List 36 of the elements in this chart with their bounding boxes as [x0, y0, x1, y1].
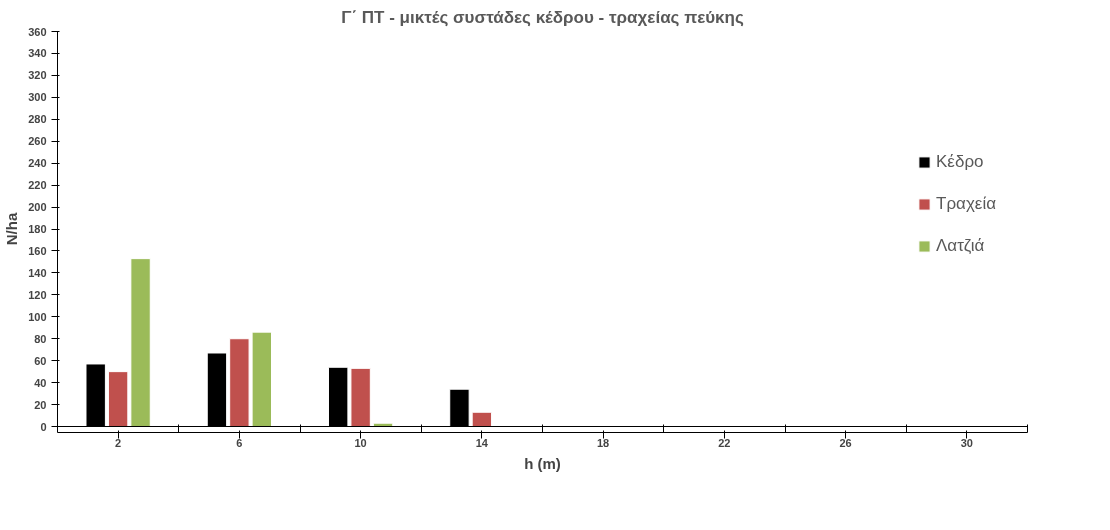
y-axis-title: N/ha	[3, 212, 21, 246]
bar	[130, 258, 151, 427]
bar	[471, 411, 493, 427]
y-tick-label: 80	[34, 332, 47, 345]
x-tick-label: 18	[597, 436, 610, 449]
y-tick-label: 240	[28, 157, 47, 170]
y-tick-label: 360	[28, 25, 47, 38]
x-tick-label: 14	[475, 436, 489, 449]
x-axis-title: h (m)	[524, 454, 561, 472]
legend-label: Λατζιά	[936, 236, 985, 256]
y-tick-label: 280	[28, 113, 47, 126]
y-tick-label: 20	[34, 398, 47, 411]
legend-label: Τραχεία	[936, 194, 996, 214]
y-tick-label: 120	[28, 288, 47, 301]
y-tick-label: 40	[34, 376, 47, 389]
x-tick-label: 2	[115, 436, 122, 449]
x-tick-label: 26	[839, 436, 852, 449]
x-tick-label: 10	[354, 436, 367, 449]
y-tick-label: 300	[28, 91, 47, 104]
y-tick-label: 220	[28, 179, 47, 192]
y-tick-label: 60	[34, 354, 47, 367]
y-tick-label: 180	[28, 223, 47, 235]
y-tick-label: 200	[28, 201, 47, 214]
x-tick-label: 30	[960, 436, 974, 449]
y-tick-label: 320	[28, 69, 47, 82]
y-tick-label: 140	[28, 266, 47, 279]
y-tick-label: 0	[40, 420, 47, 433]
chart-title: Γ΄ ΠΤ - μικτές συστάδες κέδρου - τραχείας πεύκης	[341, 7, 744, 27]
y-tick-label: 160	[28, 244, 47, 257]
x-tick-label: 22	[718, 436, 731, 449]
y-tick-label: 340	[28, 47, 47, 60]
x-tick-label: 6	[236, 436, 243, 449]
legend-label: Κέδρο	[936, 152, 984, 172]
y-tick-label: 100	[28, 310, 47, 323]
y-tick-label: 260	[28, 135, 47, 148]
bar	[107, 371, 129, 427]
